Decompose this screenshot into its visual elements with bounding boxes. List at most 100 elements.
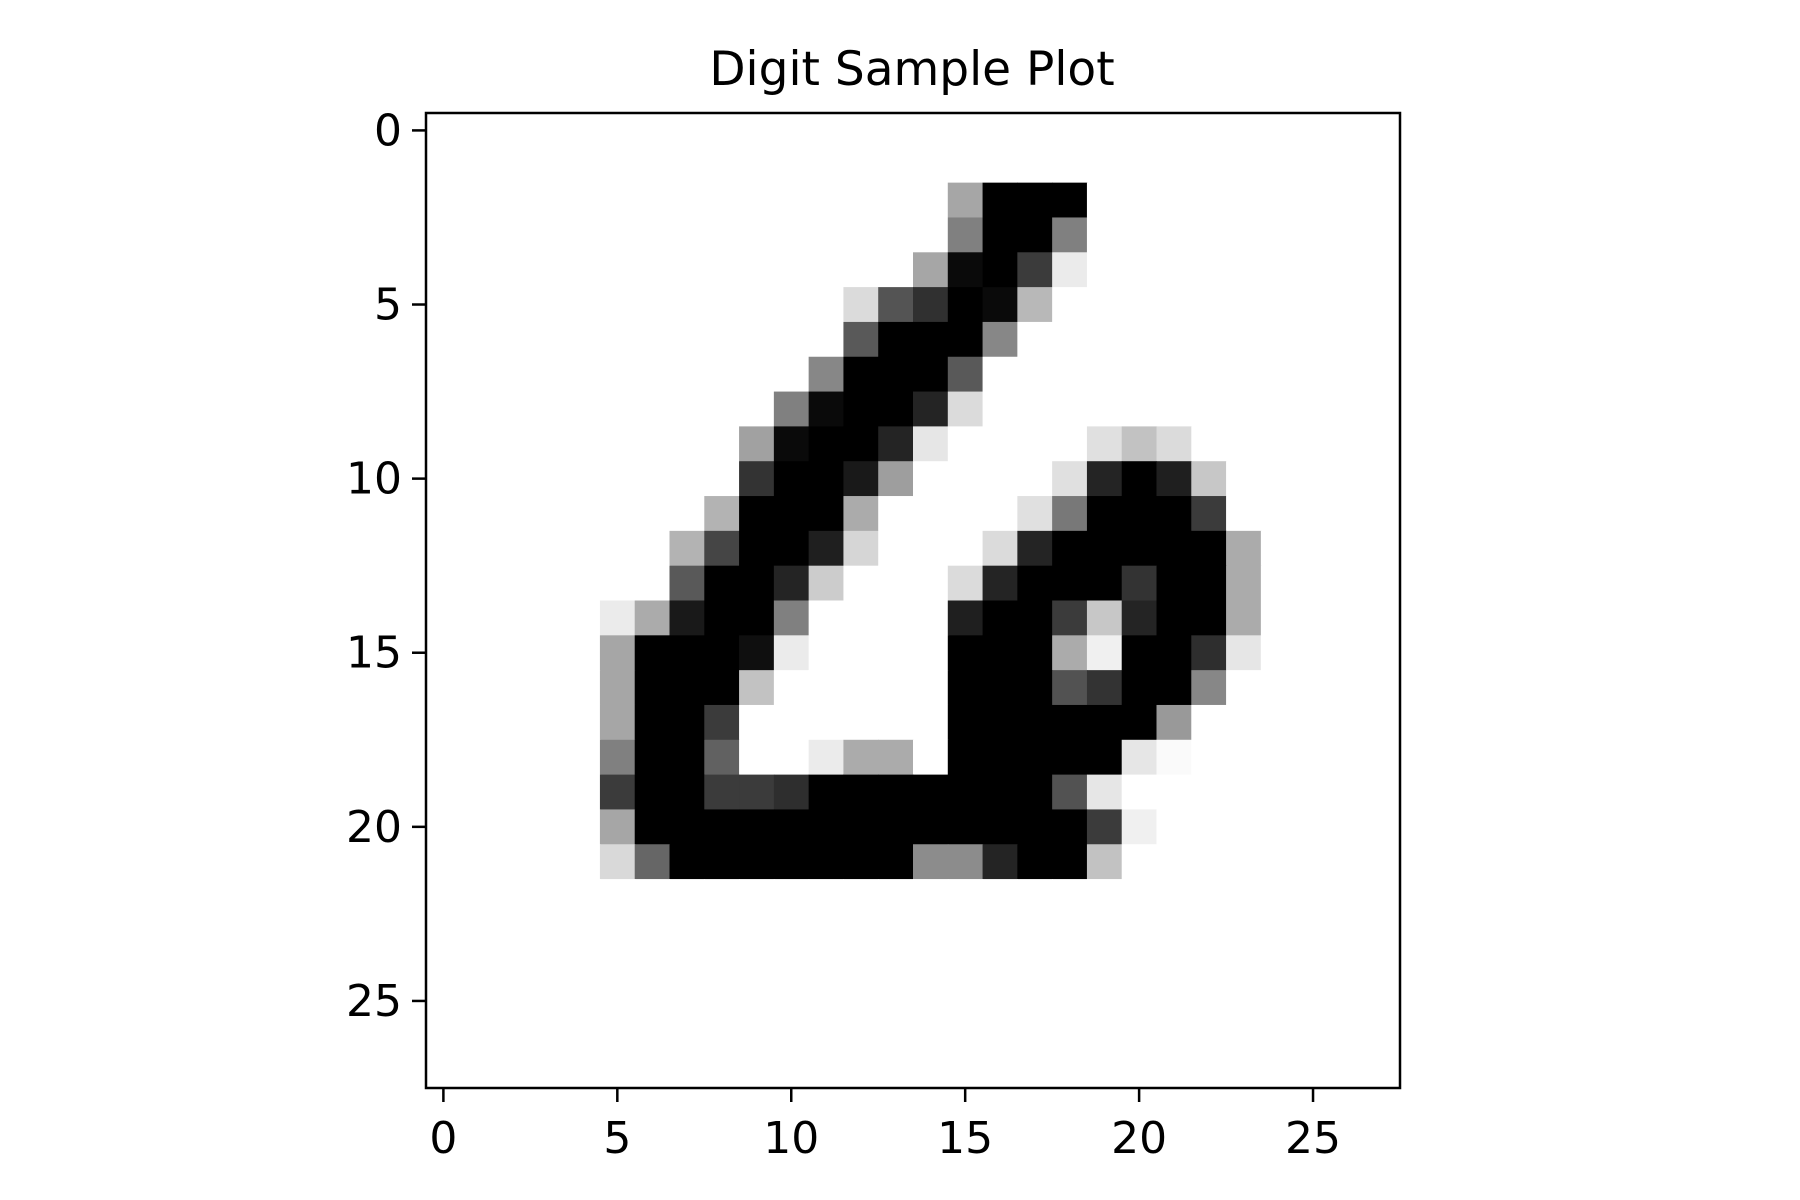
pixel-cell-r18-c18 [1052, 739, 1088, 776]
pixel-cell-r9-c14 [913, 426, 949, 462]
pixel-cell-r8-c22 [1191, 391, 1227, 427]
pixel-cell-r1-c10 [773, 147, 810, 184]
pixel-cell-r7-c13 [878, 356, 914, 393]
pixel-cell-r12-c19 [1086, 530, 1123, 567]
pixel-cell-r2-c26 [1330, 182, 1366, 219]
pixel-cell-r3-c22 [1191, 217, 1227, 253]
pixel-cell-r5-c6 [634, 287, 671, 323]
pixel-cell-r19-c11 [808, 774, 845, 811]
pixel-cell-r24-c13 [878, 948, 914, 985]
pixel-cell-r13-c1 [460, 565, 497, 602]
pixel-cell-r13-c22 [1191, 565, 1227, 602]
pixel-cell-r16-c10 [773, 670, 810, 706]
pixel-cell-r15-c25 [1295, 635, 1332, 671]
pixel-cell-r17-c12 [843, 704, 879, 741]
pixel-cell-r27-c26 [1330, 1053, 1366, 1089]
pixel-cell-r6-c21 [1156, 321, 1192, 358]
pixel-cell-r27-c2 [495, 1053, 531, 1089]
pixel-cell-r26-c6 [634, 1018, 671, 1054]
pixel-cell-r7-c22 [1191, 356, 1227, 393]
pixel-cell-r5-c24 [1260, 287, 1297, 323]
pixel-cell-r18-c26 [1330, 739, 1366, 776]
pixel-cell-r13-c25 [1295, 565, 1332, 602]
pixel-cell-r19-c0 [426, 774, 462, 811]
pixel-cell-r2-c3 [530, 182, 566, 219]
pixel-cell-r13-c19 [1086, 565, 1123, 602]
pixel-cell-r12-c12 [843, 530, 879, 567]
pixel-cell-r19-c24 [1260, 774, 1297, 811]
pixel-cell-r5-c12 [843, 287, 879, 323]
pixel-cell-r18-c27 [1365, 739, 1401, 776]
pixel-cell-r7-c7 [669, 356, 705, 393]
pixel-cell-r5-c9 [739, 287, 775, 323]
pixel-cell-r12-c7 [669, 530, 705, 567]
pixel-cell-r1-c25 [1295, 147, 1332, 184]
pixel-cell-r14-c8 [704, 600, 740, 636]
pixel-cell-r22-c4 [565, 879, 601, 915]
pixel-cell-r5-c10 [773, 287, 810, 323]
pixel-cell-r27-c9 [739, 1053, 775, 1089]
pixel-cell-r23-c16 [982, 913, 1018, 950]
pixel-cell-r19-c19 [1086, 774, 1123, 811]
pixel-cell-r24-c26 [1330, 948, 1366, 985]
pixel-cell-r13-c2 [495, 565, 531, 602]
pixel-cell-r3-c8 [704, 217, 740, 253]
pixel-cell-r5-c22 [1191, 287, 1227, 323]
pixel-cell-r19-c4 [565, 774, 601, 811]
pixel-cell-r23-c25 [1295, 913, 1332, 950]
pixel-cell-r15-c17 [1017, 635, 1053, 671]
pixel-cell-r12-c17 [1017, 530, 1053, 567]
pixel-cell-r11-c17 [1017, 496, 1053, 532]
pixel-cell-r2-c8 [704, 182, 740, 219]
pixel-cell-r18-c10 [773, 739, 810, 776]
pixel-cell-r17-c4 [565, 704, 601, 741]
pixel-cell-r24-c25 [1295, 948, 1332, 985]
pixel-cell-r5-c0 [426, 287, 462, 323]
pixel-cell-r20-c16 [982, 809, 1018, 845]
pixel-cell-r17-c26 [1330, 704, 1366, 741]
pixel-cell-r1-c18 [1052, 147, 1088, 184]
pixel-cell-r21-c14 [913, 844, 949, 880]
pixel-cell-r25-c2 [495, 983, 531, 1019]
pixel-cell-r12-c15 [947, 530, 984, 567]
pixel-cell-r16-c0 [426, 670, 462, 706]
pixel-cell-r17-c24 [1260, 704, 1297, 741]
pixel-cell-r14-c1 [460, 600, 497, 636]
pixel-cell-r27-c13 [878, 1053, 914, 1089]
pixel-cell-r2-c19 [1086, 182, 1123, 219]
pixel-cell-r7-c26 [1330, 356, 1366, 393]
pixel-cell-r11-c20 [1121, 496, 1158, 532]
pixel-cell-r27-c4 [565, 1053, 601, 1089]
pixel-cell-r16-c13 [878, 670, 914, 706]
pixel-cell-r27-c8 [704, 1053, 740, 1089]
pixel-cell-r10-c21 [1156, 461, 1192, 497]
pixel-cell-r9-c21 [1156, 426, 1192, 462]
pixel-cell-r26-c12 [843, 1018, 879, 1054]
pixel-cell-r3-c5 [599, 217, 636, 253]
pixel-cell-r6-c2 [495, 321, 531, 358]
pixel-cell-r7-c16 [982, 356, 1018, 393]
pixel-cell-r3-c9 [739, 217, 775, 253]
pixel-cell-r26-c8 [704, 1018, 740, 1054]
pixel-cell-r18-c20 [1121, 739, 1158, 776]
pixel-cell-r8-c19 [1086, 391, 1123, 427]
pixel-cell-r26-c10 [773, 1018, 810, 1054]
y-axis: 0 5 10 15 20 25 [346, 105, 426, 1027]
pixel-cell-r12-c27 [1365, 530, 1401, 567]
pixel-cell-r5-c4 [565, 287, 601, 323]
pixel-cell-r12-c21 [1156, 530, 1192, 567]
pixel-cell-r10-c4 [565, 461, 601, 497]
pixel-cell-r10-c19 [1086, 461, 1123, 497]
pixel-cell-r24-c15 [947, 948, 984, 985]
pixel-cell-r3-c6 [634, 217, 671, 253]
pixel-cell-r9-c6 [634, 426, 671, 462]
pixel-cell-r20-c13 [878, 809, 914, 845]
pixel-cell-r21-c13 [878, 844, 914, 880]
pixel-cell-r11-c12 [843, 496, 879, 532]
pixel-cell-r21-c1 [460, 844, 497, 880]
pixel-cell-r19-c12 [843, 774, 879, 811]
pixel-cell-r0-c13 [878, 113, 914, 149]
pixel-cell-r6-c8 [704, 321, 740, 358]
pixel-cell-r1-c9 [739, 147, 775, 184]
pixel-cell-r10-c15 [947, 461, 984, 497]
